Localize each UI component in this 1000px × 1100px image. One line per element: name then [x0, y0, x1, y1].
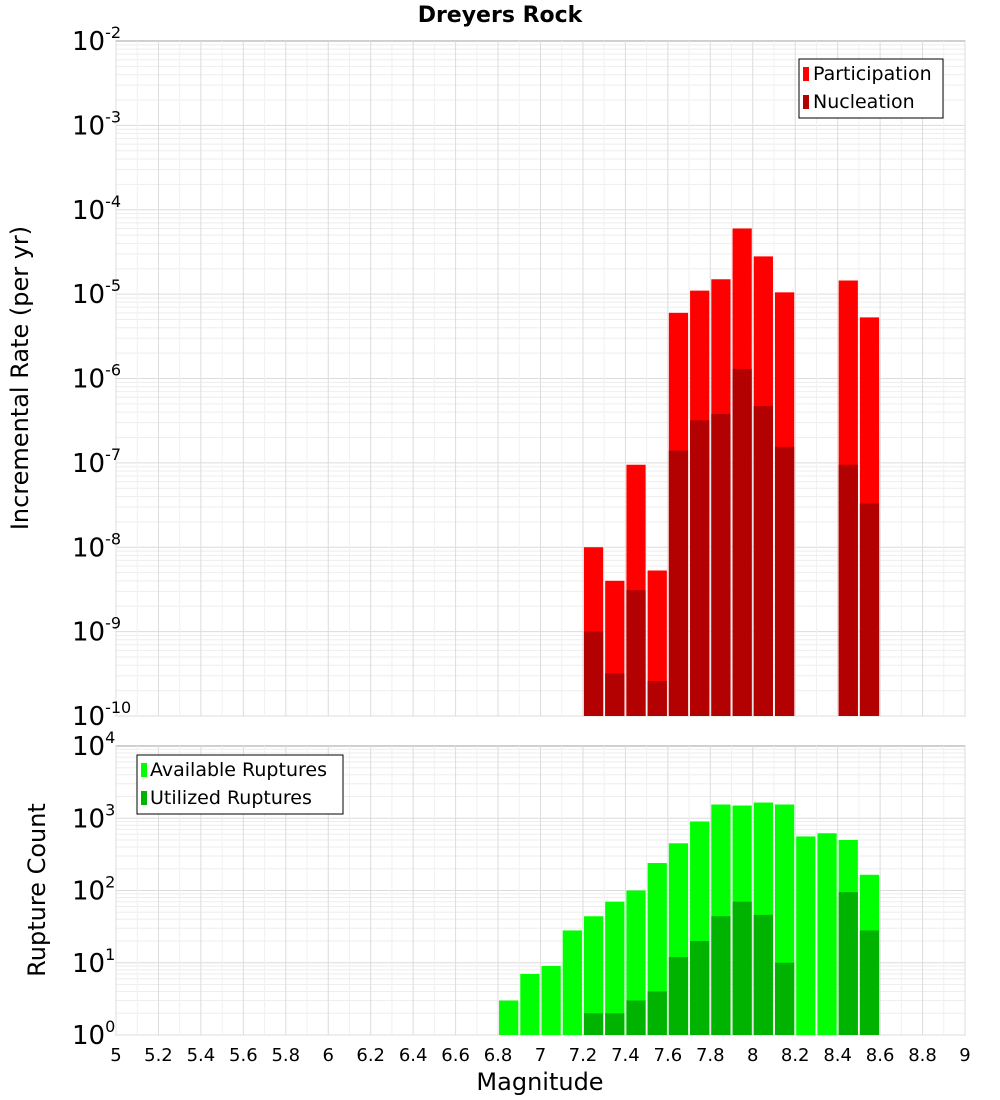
- utilized-bar: [711, 916, 731, 1035]
- utilized-bar: [690, 941, 710, 1035]
- y-tick-label: 10-2: [72, 23, 121, 57]
- x-tick-label: 6.8: [484, 1045, 513, 1066]
- y-tick-label: 10-6: [72, 361, 121, 395]
- nucleation-bar: [859, 503, 880, 716]
- available-bar: [796, 836, 816, 1035]
- utilized-legend-swatch: [141, 791, 147, 805]
- x-tick-label: 7.4: [611, 1045, 640, 1066]
- magnitude-x-ticks: 5 5.2 5.4 5.6 5.8 6 6.2 6.4 6.6 6.8 7 7.2 7.4 7.6 7.8 8…: [110, 1045, 970, 1066]
- y-tick-label: 102: [72, 873, 115, 907]
- y-tick-label: 10-8: [72, 529, 121, 563]
- x-tick-label: 5.2: [144, 1045, 173, 1066]
- count-y-axis-label: Rupture Count: [23, 803, 51, 977]
- x-tick-label: 7: [535, 1045, 546, 1066]
- x-tick-label: 7.8: [696, 1045, 725, 1066]
- y-tick-label: 104: [72, 728, 115, 762]
- utilized-bar: [668, 957, 689, 1035]
- x-tick-label: 5.4: [187, 1045, 216, 1066]
- x-tick-label: 7.6: [654, 1045, 683, 1066]
- x-tick-label: 8.6: [866, 1045, 895, 1066]
- available-bar: [583, 916, 604, 1035]
- available-bar: [605, 901, 625, 1035]
- y-tick-label: 100: [72, 1017, 115, 1051]
- x-tick-label: 6: [323, 1045, 334, 1066]
- x-tick-label: 8.8: [908, 1045, 937, 1066]
- participation-bar: [647, 570, 667, 716]
- available-bar: [499, 1000, 519, 1035]
- x-tick-label: 8.4: [823, 1045, 852, 1066]
- y-tick-label: 10-7: [72, 445, 121, 479]
- utilized-bar: [583, 1013, 604, 1035]
- x-tick-label: 9: [959, 1045, 970, 1066]
- y-tick-label: 10-3: [72, 107, 121, 141]
- utilized-bar: [859, 930, 880, 1035]
- y-tick-label: 10-10: [72, 698, 131, 732]
- nucleation-bar: [626, 590, 646, 716]
- rate-y-ticks: 10-10 10-9 10-8 10-7 10-6 10-5 10-4 10-3 10-2: [72, 23, 131, 732]
- nucleation-bar: [647, 680, 667, 716]
- x-tick-label: 5.6: [229, 1045, 258, 1066]
- nucleation-bar: [732, 368, 752, 716]
- utilized-bar: [605, 1013, 625, 1035]
- nucleation-bar: [838, 464, 858, 716]
- x-tick-label: 5: [110, 1045, 121, 1066]
- rate-y-axis-label: Incremental Rate (per yr): [6, 226, 34, 530]
- nucleation-bar: [711, 413, 731, 716]
- utilized-bar: [647, 991, 667, 1035]
- count-bars: [499, 802, 880, 1035]
- nucleation-bar: [753, 406, 773, 716]
- available-legend-swatch: [141, 763, 147, 777]
- nucleation-bar: [774, 446, 795, 716]
- y-tick-label: 10-4: [72, 192, 121, 226]
- count-legend-box: [136, 754, 344, 815]
- x-tick-label: 6.4: [399, 1045, 428, 1066]
- nucleation-legend-label: Nucleation: [813, 91, 915, 113]
- x-tick-label: 6.2: [356, 1045, 385, 1066]
- nucleation-bar: [583, 631, 604, 716]
- utilized-bar: [753, 914, 773, 1035]
- x-axis-label: Magnitude: [476, 1068, 603, 1096]
- utilized-bar: [732, 901, 752, 1035]
- rate-legend: Participation Nucleation: [798, 58, 944, 119]
- available-bar: [626, 890, 646, 1035]
- available-legend-label: Available Ruptures: [150, 759, 327, 781]
- utilized-bar: [838, 892, 858, 1035]
- rate-grid: [115, 41, 966, 717]
- y-tick-label: 101: [72, 945, 115, 979]
- count-panel: 100 101 102 103 104 5 5.2 5.4 5.6 5.8 6 6.2 6.4 6.6 6…: [23, 728, 971, 1096]
- y-tick-label: 10-5: [72, 276, 121, 310]
- nucleation-bar: [605, 673, 625, 716]
- x-tick-label: 6.6: [441, 1045, 470, 1066]
- count-y-ticks: 100 101 102 103 104: [72, 728, 115, 1051]
- chart-title: Dreyers Rock: [418, 3, 584, 28]
- nucleation-bar: [690, 420, 710, 716]
- participation-legend-swatch: [803, 67, 809, 81]
- available-bar: [520, 973, 540, 1035]
- available-bar: [817, 833, 837, 1035]
- available-bar: [541, 966, 561, 1035]
- y-tick-label: 10-9: [72, 614, 121, 648]
- x-tick-label: 7.2: [569, 1045, 598, 1066]
- x-tick-label: 5.8: [271, 1045, 300, 1066]
- count-legend: Available Ruptures Utilized Ruptures: [136, 754, 344, 815]
- available-bar: [562, 930, 582, 1035]
- utilized-bar: [626, 1000, 646, 1035]
- rate-legend-box: [798, 58, 944, 119]
- participation-legend-label: Participation: [813, 63, 932, 85]
- y-tick-label: 103: [72, 800, 115, 834]
- utilized-bar: [774, 962, 795, 1035]
- rate-bars: [583, 228, 880, 716]
- x-tick-label: 8.2: [781, 1045, 810, 1066]
- utilized-legend-label: Utilized Ruptures: [150, 787, 312, 809]
- x-tick-label: 8: [747, 1045, 758, 1066]
- rate-panel: 10-10 10-9 10-8 10-7 10-6 10-5 10-4 10-3 10-2 In…: [6, 23, 966, 732]
- nucleation-bar: [668, 450, 689, 716]
- nucleation-legend-swatch: [803, 95, 809, 109]
